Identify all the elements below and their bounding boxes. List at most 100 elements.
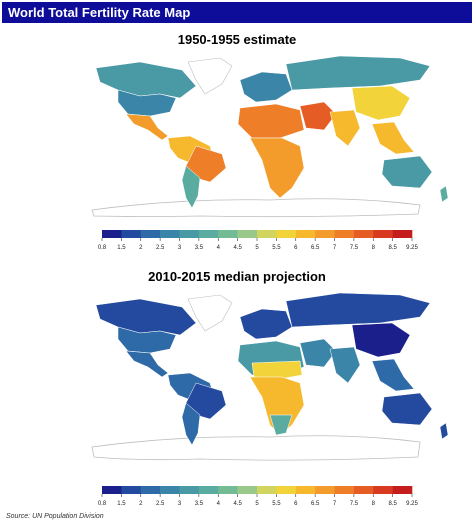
legend-tick-label: 9.25	[406, 501, 418, 507]
legend-swatch	[392, 230, 413, 238]
southeast-asia	[371, 358, 415, 392]
legend-swatch	[257, 230, 277, 238]
source-note: Source: UN Population Division	[6, 513, 104, 520]
legend-swatch	[334, 230, 355, 238]
sahel	[251, 360, 303, 380]
new-zealand	[439, 422, 449, 440]
legend-swatch	[160, 230, 180, 238]
legend-swatch	[315, 230, 335, 238]
legend-tick-label: 7	[333, 245, 337, 251]
color-legend-1950: 0.8 1.5 2 2.5 3 3.5 4 4.5 5 5.5 6 6.5 7 7.5 8 8.5 9.25	[98, 230, 418, 251]
legend-tick-label: 4	[217, 501, 221, 507]
legend-tick-label: 7.5	[350, 501, 359, 507]
legend-tick-label: 4.5	[233, 501, 242, 507]
legend-swatch	[373, 230, 393, 238]
mexico	[125, 350, 169, 378]
usa	[117, 326, 177, 354]
sub-saharan-africa	[249, 137, 305, 199]
legend-swatch	[218, 230, 238, 238]
sub-saharan-africa	[249, 376, 305, 436]
legend-tick-label: 0.8	[98, 245, 107, 251]
legend-tick-label: 2	[139, 501, 143, 507]
legend-swatch	[276, 230, 297, 238]
legend-tick-label: 8	[372, 245, 376, 251]
legend-tick-label: 5.5	[272, 501, 281, 507]
legend-tick-label: 5	[255, 245, 259, 251]
legend-swatch	[295, 486, 316, 494]
legend-tick-label: 3.5	[195, 245, 204, 251]
canada	[95, 61, 197, 99]
new-zealand	[439, 185, 449, 203]
legend-tick-label: 2.5	[156, 245, 165, 251]
legend-swatch	[102, 486, 122, 494]
legend-tick-label: 8	[372, 501, 376, 507]
legend-swatch	[353, 486, 374, 494]
legend-swatch	[121, 486, 142, 494]
legend-swatch	[121, 230, 142, 238]
legend-tick-label: 3	[178, 501, 182, 507]
canada	[95, 298, 197, 336]
legend-tick-label: 6.5	[311, 245, 320, 251]
russia	[285, 292, 431, 328]
legend-swatch	[237, 486, 258, 494]
antarctica	[91, 435, 421, 461]
legend-tick-label: 5.5	[272, 245, 281, 251]
antarctica	[91, 198, 421, 218]
legend-tick-label: 6	[294, 245, 298, 251]
mexico	[125, 113, 169, 141]
legend-swatch	[334, 486, 355, 494]
legend-swatch	[392, 486, 413, 494]
world-map-2010	[91, 292, 449, 461]
north-africa	[237, 103, 305, 139]
legend-tick-label: 4.5	[233, 245, 242, 251]
legend-tick-label: 3.5	[195, 501, 204, 507]
legend-tick-label: 2	[139, 245, 143, 251]
south-asia	[329, 109, 361, 147]
legend-tick-label: 6	[294, 501, 298, 507]
legend-tick-label: 0.8	[98, 501, 107, 507]
greenland	[187, 294, 233, 332]
legend-swatch	[140, 230, 161, 238]
legend-swatch	[198, 486, 219, 494]
europe	[239, 71, 293, 103]
legend-tick-label: 5	[255, 501, 259, 507]
southern-cone	[181, 165, 201, 209]
map-title-2010: 2010-2015 median projection	[148, 269, 326, 284]
usa	[117, 89, 177, 117]
legend-tick-label: 9.25	[406, 245, 418, 251]
legend-swatch	[373, 486, 393, 494]
legend-swatch	[257, 486, 277, 494]
map-title-1950: 1950-1955 estimate	[177, 32, 297, 47]
australia	[381, 155, 433, 189]
legend-tick-label: 1.5	[117, 245, 126, 251]
legend-tick-label: 8.5	[388, 245, 397, 251]
east-asia	[351, 85, 411, 121]
legend-swatch	[179, 486, 200, 494]
color-legend-2010: 0.8 1.5 2 2.5 3 3.5 4 4.5 5 5.5 6 6.5 7 7.5 8 8.5 9.25	[98, 486, 418, 507]
legend-swatch	[353, 230, 374, 238]
legend-tick-label: 6.5	[311, 501, 320, 507]
legend-tick-label: 4	[217, 245, 221, 251]
legend-tick-label: 3	[178, 245, 182, 251]
legend-swatch	[140, 486, 161, 494]
world-map-1950	[91, 55, 449, 218]
southern-cone	[181, 402, 201, 446]
south-asia	[329, 346, 361, 384]
legend-swatch	[295, 230, 316, 238]
legend-swatch	[160, 486, 180, 494]
legend-swatch	[102, 230, 122, 238]
legend-tick-label: 7	[333, 501, 337, 507]
legend-swatch	[198, 230, 219, 238]
legend-swatch	[179, 230, 200, 238]
southern-africa	[269, 414, 293, 436]
page-title: World Total Fertility Rate Map	[8, 5, 191, 20]
russia	[285, 55, 431, 91]
legend-swatch	[315, 486, 335, 494]
legend-swatch	[218, 486, 238, 494]
east-asia	[351, 322, 411, 358]
legend-tick-label: 7.5	[350, 245, 359, 251]
europe	[239, 308, 293, 340]
greenland	[187, 57, 233, 95]
legend-swatch	[237, 230, 258, 238]
legend-tick-label: 8.5	[388, 501, 397, 507]
